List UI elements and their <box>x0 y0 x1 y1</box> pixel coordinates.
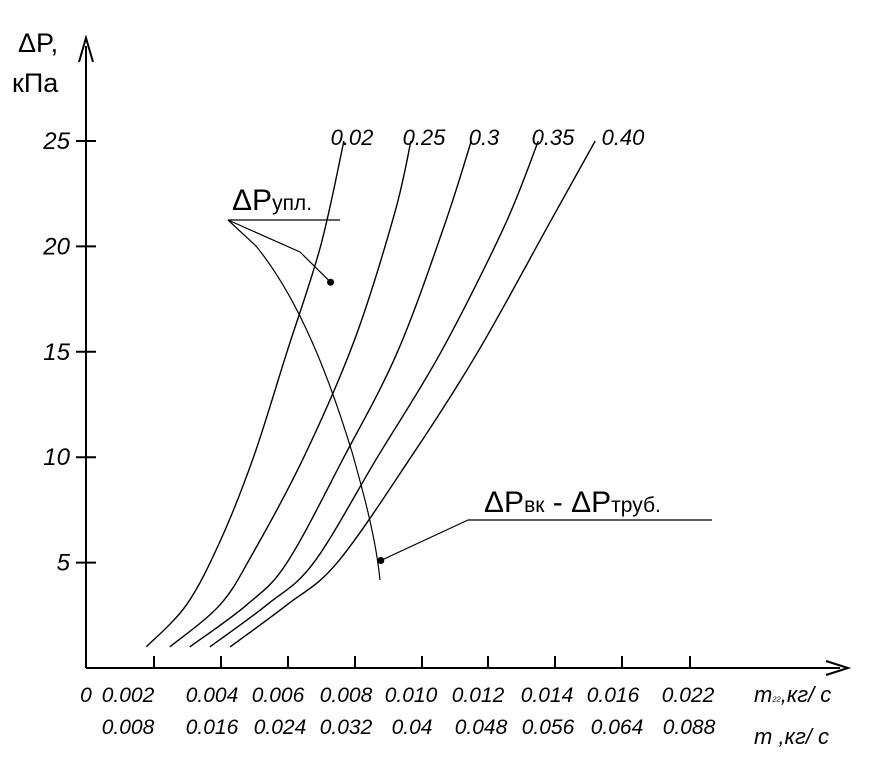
x-ticks: 0 0.002 0.004 0.006 0.008 0.010 0.012 0.014 0.01… <box>80 656 716 739</box>
x-tick-label-secondary: 0.056 <box>522 716 575 739</box>
annotation-point-vk <box>377 556 385 564</box>
x-tick-label-primary: 0.012 <box>452 684 505 707</box>
x-tick-label-primary: 0 <box>80 684 92 707</box>
x-tick-label-secondary: 0.064 <box>591 716 644 739</box>
series-curve-0.3 <box>189 140 472 648</box>
y-tick-label: 20 <box>42 233 70 260</box>
x-tick-label-primary: 0.006 <box>252 684 305 707</box>
y-tick-label: 25 <box>42 128 70 155</box>
annotation-point-upl <box>327 278 335 286</box>
series-label-0.35: 0.35 <box>532 125 576 150</box>
series-label-0.40: 0.40 <box>602 125 646 150</box>
x-tick-label-primary: 0.008 <box>320 684 373 707</box>
annotation-dp-upl: ΔPупл. <box>232 184 312 217</box>
series-label-0.25: 0.25 <box>403 125 447 150</box>
series-curve-0.40 <box>229 140 596 648</box>
x-tick-label-primary: 0.010 <box>385 684 438 707</box>
x-tick-label-secondary: 0.032 <box>320 716 373 739</box>
y-tick-label: 5 <box>57 550 71 577</box>
x-tick-label-secondary: 0.088 <box>663 716 716 739</box>
series-label-0.3: 0.3 <box>469 125 500 150</box>
y-tick-label: 10 <box>43 444 70 471</box>
x-tick-label-secondary: 0.04 <box>392 716 433 739</box>
x-axis-label-primary: m₂₂,кг/ с <box>754 682 831 707</box>
series-curve-0.02 <box>145 140 345 648</box>
series-curve-0.35 <box>209 140 539 648</box>
y-axis-label: ΔP, кПа <box>12 28 66 98</box>
x-tick-label-secondary: 0.048 <box>455 716 508 739</box>
series-curve-0.25 <box>169 140 412 648</box>
x-tick-label-secondary: 0.024 <box>254 716 307 739</box>
annotation-leader-upl <box>227 219 332 283</box>
x-tick-label-primary: 0.014 <box>521 684 574 707</box>
annotation-dp-vk-trub: ΔPвк - ΔPтруб. <box>484 486 661 519</box>
y-axis-arrow <box>78 34 94 63</box>
y-tick-label: 15 <box>43 339 70 366</box>
series-label-0.02: 0.02 <box>331 125 374 150</box>
x-axis-arrow <box>825 660 852 676</box>
series-labels: 0.02 0.25 0.3 0.35 0.40 <box>331 125 646 150</box>
annotation-leader-vk <box>380 519 469 562</box>
annotation-leader-long <box>227 219 381 581</box>
series-curves <box>145 140 596 648</box>
y-ticks: 25 20 15 10 5 <box>42 128 96 577</box>
x-tick-label-secondary: 0.008 <box>102 716 155 739</box>
annotations: ΔPупл. ΔPвк - ΔPтруб. <box>227 184 712 581</box>
x-tick-label-primary: 0.016 <box>587 684 640 707</box>
x-tick-label-primary: 0.022 <box>662 684 715 707</box>
x-axis-label-secondary: m ,кг/ с <box>754 724 829 749</box>
x-tick-label-primary: 0.002 <box>102 684 155 707</box>
x-tick-label-secondary: 0.016 <box>186 716 239 739</box>
x-tick-label-primary: 0.004 <box>186 684 239 707</box>
